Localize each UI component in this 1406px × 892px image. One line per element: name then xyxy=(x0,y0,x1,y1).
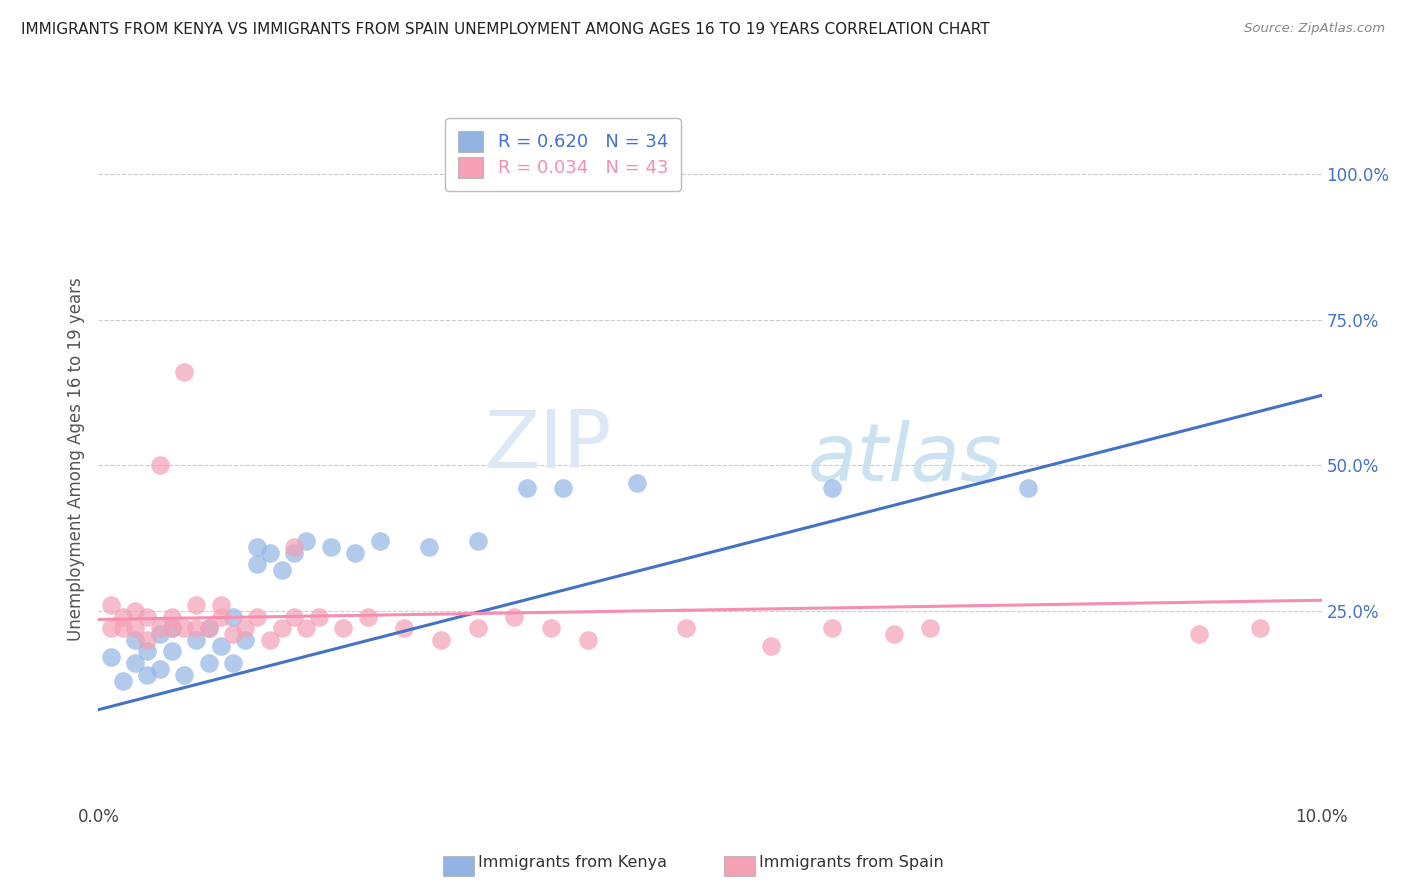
Point xyxy=(283,545,305,559)
Point xyxy=(1188,627,1211,641)
Point xyxy=(368,533,391,548)
Point xyxy=(136,644,159,658)
Text: atlas: atlas xyxy=(808,420,1002,499)
Point xyxy=(124,604,146,618)
Point xyxy=(124,656,146,670)
Point xyxy=(295,533,318,548)
Point xyxy=(308,609,330,624)
Point xyxy=(1249,621,1271,635)
Point xyxy=(356,609,378,624)
Point xyxy=(821,621,844,635)
Point xyxy=(209,598,232,612)
Point xyxy=(553,482,575,496)
Point xyxy=(759,639,782,653)
Point xyxy=(111,621,134,635)
Point xyxy=(516,482,538,496)
Point xyxy=(319,540,342,554)
Point xyxy=(149,621,172,635)
Point xyxy=(467,621,489,635)
Point xyxy=(467,533,489,548)
Text: Source: ZipAtlas.com: Source: ZipAtlas.com xyxy=(1244,22,1385,36)
Point xyxy=(270,563,292,577)
Point xyxy=(1017,482,1039,496)
Point xyxy=(246,557,269,571)
Point xyxy=(246,609,269,624)
Point xyxy=(186,598,208,612)
Point xyxy=(332,621,354,635)
Point xyxy=(160,644,183,658)
Point xyxy=(222,609,245,624)
Point xyxy=(392,621,416,635)
Point xyxy=(270,621,292,635)
Text: Immigrants from Kenya: Immigrants from Kenya xyxy=(478,855,666,870)
Point xyxy=(100,598,122,612)
Point xyxy=(222,627,245,641)
Point xyxy=(197,621,219,635)
Text: IMMIGRANTS FROM KENYA VS IMMIGRANTS FROM SPAIN UNEMPLOYMENT AMONG AGES 16 TO 19 : IMMIGRANTS FROM KENYA VS IMMIGRANTS FROM… xyxy=(21,22,990,37)
Point xyxy=(100,621,122,635)
Text: ZIP: ZIP xyxy=(485,407,612,484)
Point xyxy=(160,609,183,624)
Point xyxy=(626,475,648,490)
Point xyxy=(173,667,195,681)
Point xyxy=(186,632,208,647)
Point xyxy=(124,621,146,635)
Point xyxy=(160,621,183,635)
Point xyxy=(246,540,269,554)
Point xyxy=(222,656,245,670)
Point xyxy=(209,609,232,624)
Point xyxy=(283,540,305,554)
Point xyxy=(136,632,159,647)
Point xyxy=(173,621,195,635)
Point xyxy=(111,673,134,688)
Point xyxy=(186,621,208,635)
Point xyxy=(920,621,942,635)
Point xyxy=(136,609,159,624)
Point xyxy=(124,632,146,647)
Point xyxy=(259,545,281,559)
Point xyxy=(197,621,219,635)
Point xyxy=(233,632,256,647)
Point xyxy=(821,482,844,496)
Point xyxy=(233,621,256,635)
Point xyxy=(259,632,281,647)
Point xyxy=(430,632,453,647)
Point xyxy=(283,609,305,624)
Point xyxy=(418,540,440,554)
Point xyxy=(149,662,172,676)
Point xyxy=(344,545,367,559)
Point xyxy=(503,609,526,624)
Point xyxy=(173,365,195,379)
Point xyxy=(100,650,122,665)
Text: Immigrants from Spain: Immigrants from Spain xyxy=(759,855,943,870)
Point xyxy=(149,458,172,473)
Point xyxy=(160,621,183,635)
Point xyxy=(675,621,697,635)
Point xyxy=(111,609,134,624)
Point xyxy=(295,621,318,635)
Point xyxy=(149,627,172,641)
Point xyxy=(136,667,159,681)
Point xyxy=(197,656,219,670)
Point xyxy=(209,639,232,653)
Point xyxy=(883,627,905,641)
Point xyxy=(576,632,599,647)
Point xyxy=(540,621,562,635)
Y-axis label: Unemployment Among Ages 16 to 19 years: Unemployment Among Ages 16 to 19 years xyxy=(66,277,84,641)
Legend: R = 0.620   N = 34, R = 0.034   N = 43: R = 0.620 N = 34, R = 0.034 N = 43 xyxy=(446,118,681,191)
